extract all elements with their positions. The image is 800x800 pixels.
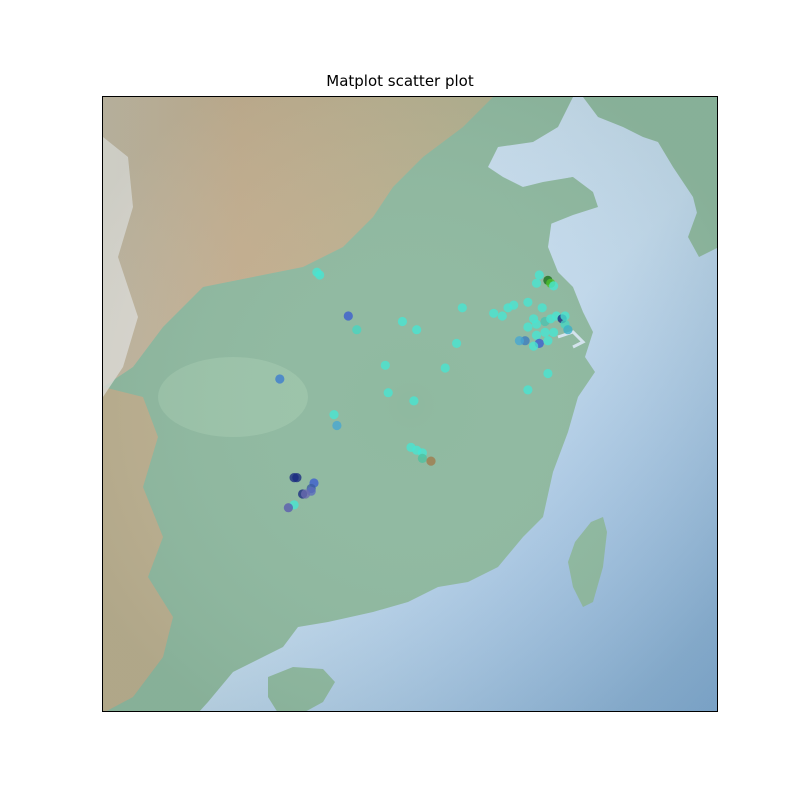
scatter-point [380,360,390,370]
scatter-point [531,319,542,329]
scatter-point [315,270,325,280]
scatter-point [540,327,550,337]
scatter-point [426,456,436,466]
scatter-point [412,325,422,335]
scatter-point [409,396,419,406]
scatter-point [332,420,342,431]
scatter-point [549,327,559,337]
scatter-point [531,330,542,340]
relief-shading [103,97,717,711]
scatter-point [397,316,407,327]
scatter-points [275,267,573,513]
scatter-point [275,374,285,384]
scatter-point [417,453,427,463]
scatter-point [514,336,524,346]
scatter-point [523,385,533,395]
scatter-point [343,311,353,321]
scatter-point [292,473,302,483]
map-svg [103,97,717,711]
scatter-point [383,388,393,398]
scatter-point [529,341,539,351]
scatter-point [457,303,467,313]
scatter-point [523,297,533,307]
scatter-point [543,368,553,379]
scatter-point [300,489,311,499]
scatter-point [523,322,533,332]
scatter-point [329,410,339,420]
scatter-point [352,325,362,335]
scatter-point [531,278,542,288]
chart-title: Matplot scatter plot [326,72,474,90]
scatter-point [489,308,499,318]
scatter-point [509,300,519,310]
scatter-point [537,303,547,313]
scatter-point [440,363,450,373]
scatter-point [283,503,293,513]
scatter-point [563,325,573,335]
scatter-point [497,311,507,321]
scatter-point [534,270,544,280]
scatter-point [452,338,462,348]
scatter-point [560,311,570,321]
scatter-point [549,281,559,291]
map-axes [102,96,718,712]
scatter-point [543,336,553,346]
